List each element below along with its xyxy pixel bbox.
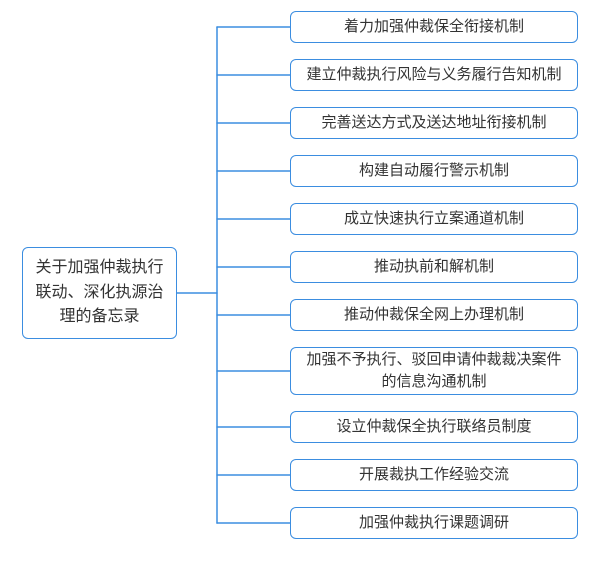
child-node: 加强不予执行、驳回申请仲裁裁决案件的信息沟通机制 [290,347,578,395]
child-node: 着力加强仲裁保全衔接机制 [290,11,578,43]
root-node: 关于加强仲裁执行联动、深化执源治理的备忘录 [22,247,177,339]
child-node: 完善送达方式及送达地址衔接机制 [290,107,578,139]
child-node: 加强仲裁执行课题调研 [290,507,578,539]
child-label: 加强不予执行、驳回申请仲裁裁决案件的信息沟通机制 [301,349,567,393]
child-node: 推动执前和解机制 [290,251,578,283]
child-node: 成立快速执行立案通道机制 [290,203,578,235]
child-label: 推动仲裁保全网上办理机制 [344,304,524,326]
child-label: 设立仲裁保全执行联络员制度 [336,416,531,438]
child-node: 推动仲裁保全网上办理机制 [290,299,578,331]
child-label: 着力加强仲裁保全衔接机制 [344,16,524,38]
child-label: 完善送达方式及送达地址衔接机制 [321,112,546,134]
child-node: 设立仲裁保全执行联络员制度 [290,411,578,443]
child-label: 加强仲裁执行课题调研 [359,512,509,534]
child-label: 开展裁执工作经验交流 [359,464,509,486]
child-label: 成立快速执行立案通道机制 [344,208,524,230]
child-label: 推动执前和解机制 [374,256,494,278]
root-label: 关于加强仲裁执行联动、深化执源治理的备忘录 [33,256,166,330]
child-label: 构建自动履行警示机制 [359,160,509,182]
child-label: 建立仲裁执行风险与义务履行告知机制 [306,64,561,86]
tree-diagram: 关于加强仲裁执行联动、深化执源治理的备忘录 着力加强仲裁保全衔接机制建立仲裁执行… [0,0,602,585]
child-node: 构建自动履行警示机制 [290,155,578,187]
child-node: 开展裁执工作经验交流 [290,459,578,491]
child-node: 建立仲裁执行风险与义务履行告知机制 [290,59,578,91]
